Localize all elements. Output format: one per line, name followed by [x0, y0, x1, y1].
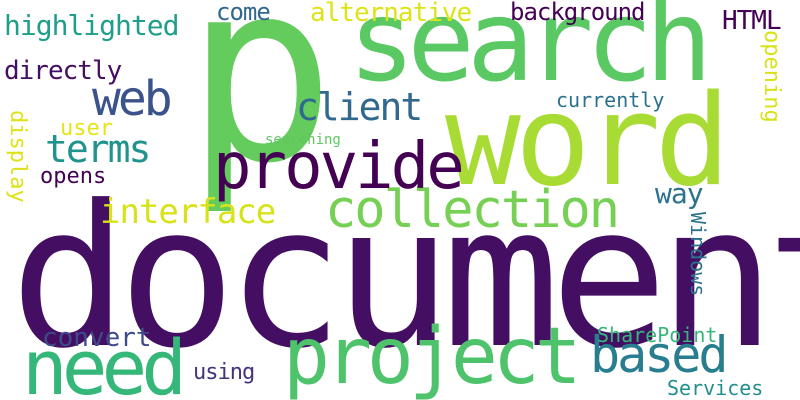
word-come: come	[216, 0, 271, 26]
word-highlighted: highlighted	[4, 9, 179, 42]
word-windows: Windows	[686, 212, 710, 297]
word-searching: searching	[265, 132, 341, 148]
word-directly: directly	[4, 56, 122, 86]
word-collection: collection	[325, 180, 620, 240]
word-project: project	[283, 312, 582, 400]
word-document: document	[10, 164, 800, 392]
word-user: user	[60, 116, 113, 141]
word-web: web	[92, 71, 173, 127]
word-currently: currently	[556, 88, 665, 112]
word-display: display	[5, 110, 30, 203]
word-sharepoint: SharePoint	[597, 323, 718, 347]
word-convert: convert	[42, 323, 152, 353]
word-word: word	[445, 67, 730, 214]
word-provide: provide	[213, 130, 465, 204]
word-opens: opens	[40, 164, 107, 189]
word-alternative: alternative	[310, 0, 472, 28]
word-based: based	[590, 326, 729, 384]
word-opening: opening	[759, 30, 784, 123]
word-using: using	[193, 360, 255, 385]
word-search: search	[348, 0, 713, 107]
word-services: Services	[667, 376, 764, 400]
word-interface: interface	[100, 192, 276, 232]
word-need: need	[22, 323, 187, 400]
word-p: p	[185, 0, 336, 218]
word-client: client	[296, 85, 423, 129]
word-background: background	[510, 0, 645, 26]
word-html: HTML	[722, 6, 782, 36]
word-way: way	[655, 177, 704, 210]
word-terms: terms	[45, 127, 151, 171]
